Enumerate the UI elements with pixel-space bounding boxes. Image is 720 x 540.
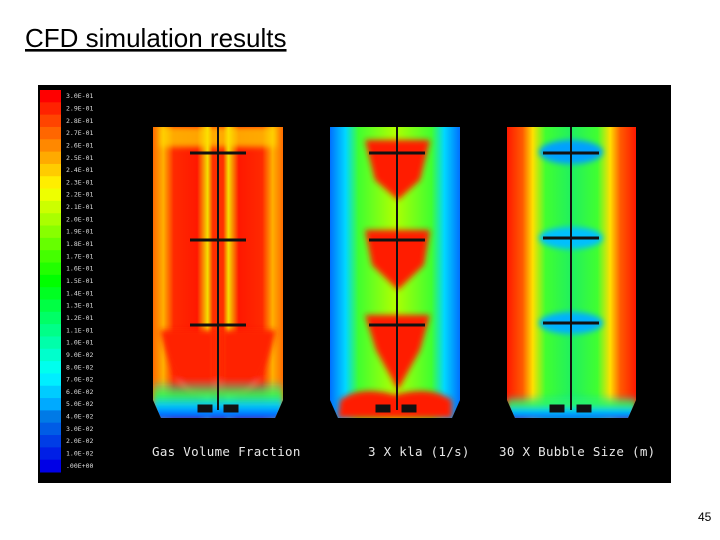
colorbar-label: 1.0E-01 <box>66 339 93 347</box>
colorbar-swatch <box>40 213 61 227</box>
colorbar-label: 2.0E-02 <box>66 437 93 445</box>
colorbar-swatch <box>40 459 61 473</box>
colorbar-swatch <box>40 126 61 140</box>
colorbar-swatch <box>40 188 61 202</box>
colorbar-label: 1.5E-01 <box>66 277 93 285</box>
colorbar-label: 4.0E-02 <box>66 413 93 421</box>
colorbar: 3.0E-01 2.9E-01 2.8E-01 2.7E-01 2.6E-01 2.5E-… <box>40 90 93 473</box>
colorbar-swatch <box>40 225 61 239</box>
colorbar-swatch <box>40 151 61 165</box>
colorbar-label: 7.0E-02 <box>66 376 93 384</box>
colorbar-swatch <box>40 163 61 177</box>
colorbar-swatch <box>40 361 61 374</box>
colorbar-swatch <box>40 262 61 276</box>
impellers <box>190 127 599 413</box>
colorbar-swatch <box>40 287 61 300</box>
colorbar-label: 2.0E-01 <box>66 215 93 223</box>
colorbar-label: 2.3E-01 <box>66 178 93 186</box>
colorbar-swatch <box>40 176 61 190</box>
colorbar-swatch <box>40 398 61 411</box>
colorbar-label: 2.7E-01 <box>66 129 93 137</box>
colorbar-label: 9.0E-02 <box>66 351 93 359</box>
slide-title: CFD simulation results <box>25 23 287 53</box>
colorbar-label: 1.7E-01 <box>66 252 93 260</box>
colorbar-label: 2.5E-01 <box>66 154 93 162</box>
colorbar-label: 1.6E-01 <box>66 265 93 273</box>
colorbar-swatch <box>40 299 61 313</box>
colorbar-label: 3.0E-02 <box>66 425 93 433</box>
colorbar-swatch <box>40 114 61 128</box>
colorbar-label: 2.2E-01 <box>66 191 93 199</box>
colorbar-label: 6.0E-02 <box>66 388 93 396</box>
colorbar-swatch <box>40 200 61 214</box>
colorbar-label: 1.8E-01 <box>66 240 93 248</box>
colorbar-swatch <box>40 139 61 153</box>
colorbar-label: 2.9E-01 <box>66 104 93 112</box>
colorbar-label: 8.0E-02 <box>66 363 93 371</box>
colorbar-swatch <box>40 90 61 103</box>
colorbar-label: 1.9E-01 <box>66 228 93 236</box>
colorbar-label: .00E+00 <box>66 462 93 470</box>
colorbar-swatch <box>40 250 61 264</box>
colorbar-swatch <box>40 410 61 424</box>
colorbar-swatch <box>40 274 61 288</box>
colorbar-label: 2.6E-01 <box>66 141 93 149</box>
colorbar-label: 2.1E-01 <box>66 203 93 211</box>
colorbar-swatch <box>40 237 61 251</box>
colorbar-swatch <box>40 422 61 436</box>
colorbar-swatch <box>40 447 61 461</box>
colorbar-label: 1.3E-01 <box>66 302 93 310</box>
panel-caption: Gas Volume Fraction <box>152 444 301 459</box>
colorbar-swatch <box>40 348 61 362</box>
colorbar-label: 5.0E-02 <box>66 400 93 408</box>
panel-kla <box>330 127 460 418</box>
colorbar-swatch <box>40 324 61 337</box>
colorbar-swatch <box>40 311 61 325</box>
panel-caption: 30 X Bubble Size (m) <box>499 444 656 459</box>
colorbar-label: 3.0E-01 <box>66 92 93 100</box>
colorbar-label: 1.0E-02 <box>66 450 93 458</box>
colorbar-label: 1.1E-01 <box>66 326 93 334</box>
colorbar-swatch <box>40 373 61 387</box>
colorbar-label: 1.2E-01 <box>66 314 93 322</box>
colorbar-swatch <box>40 385 61 399</box>
colorbar-swatch <box>40 102 61 116</box>
colorbar-label: 2.4E-01 <box>66 166 93 174</box>
colorbar-label: 2.8E-01 <box>66 117 93 125</box>
colorbar-swatch <box>40 435 61 448</box>
page-number: 45 <box>698 510 712 524</box>
colorbar-swatch <box>40 336 61 350</box>
panel-caption: 3 X kla (1/s) <box>368 444 470 459</box>
colorbar-label: 1.4E-01 <box>66 289 93 297</box>
